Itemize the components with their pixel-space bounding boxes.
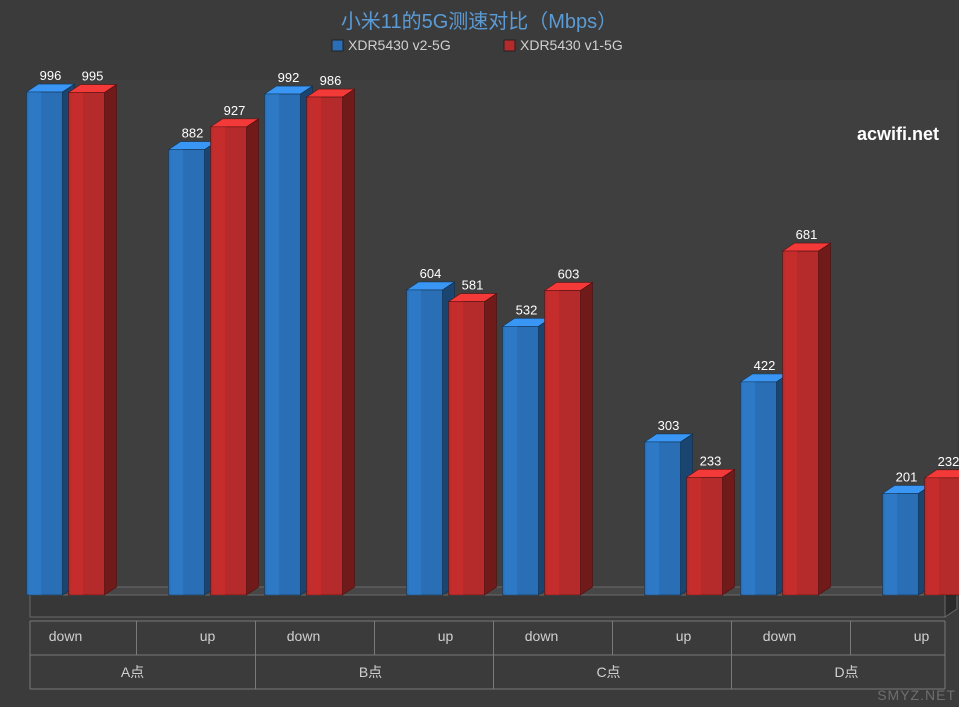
group-axis-label: D点 (834, 664, 858, 680)
bar-v1 (687, 469, 735, 595)
watermark: acwifi.net (857, 124, 939, 144)
chart-container: 小米11的5G测速对比（Mbps） XDR5430 v2-5G XDR5430 v1… (0, 0, 959, 707)
sub-axis-label: down (49, 628, 82, 644)
bar-v1 (545, 282, 593, 595)
group-axis-label: B点 (359, 664, 382, 680)
chart-svg: 小米11的5G测速对比（Mbps） XDR5430 v2-5G XDR5430 v1… (0, 0, 959, 707)
group-axis-label: C点 (596, 664, 620, 680)
legend-swatch (332, 40, 343, 51)
legend-swatch (504, 40, 515, 51)
data-label: 992 (278, 70, 300, 85)
data-label: 927 (224, 103, 246, 118)
data-label: 581 (462, 278, 484, 293)
bar-v2 (265, 86, 313, 595)
chart-title: 小米11的5G测速对比（Mbps） (341, 10, 617, 33)
data-label: 233 (700, 453, 722, 468)
bar-v1 (211, 119, 259, 595)
data-label: 603 (558, 266, 580, 281)
data-label: 604 (420, 266, 442, 281)
bar-v1 (307, 89, 355, 595)
sub-axis-label: up (438, 628, 454, 644)
floor-front (30, 595, 945, 617)
data-label: 882 (182, 126, 204, 141)
bar-v1 (69, 85, 117, 595)
data-label: 996 (40, 68, 62, 83)
bar-v1 (783, 243, 831, 595)
legend-label: XDR5430 v1-5G (520, 37, 623, 53)
data-label: 303 (658, 418, 680, 433)
bar-v2 (645, 434, 693, 595)
data-label: 532 (516, 302, 538, 317)
bar-v1 (925, 470, 959, 595)
sub-axis-label: down (525, 628, 558, 644)
sub-axis-label: up (914, 628, 930, 644)
data-label: 201 (896, 469, 918, 484)
corner-mark: SMYZ.NET (877, 687, 956, 703)
bar-v1 (449, 294, 497, 595)
data-label: 232 (938, 454, 959, 469)
bar-v2 (741, 374, 789, 595)
data-label: 681 (796, 227, 818, 242)
bar-v2 (883, 485, 931, 595)
bar-v2 (169, 142, 217, 595)
data-label: 995 (82, 69, 104, 84)
legend-label: XDR5430 v2-5G (348, 37, 451, 53)
sub-axis-label: down (287, 628, 320, 644)
sub-axis-label: down (763, 628, 796, 644)
data-label: 422 (754, 358, 776, 373)
bar-v2 (407, 282, 455, 595)
bar-v2 (27, 84, 75, 595)
sub-axis-label: up (200, 628, 216, 644)
data-label: 986 (320, 73, 342, 88)
bar-v2 (503, 318, 551, 595)
group-axis-label: A点 (121, 664, 144, 680)
sub-axis-label: up (676, 628, 692, 644)
